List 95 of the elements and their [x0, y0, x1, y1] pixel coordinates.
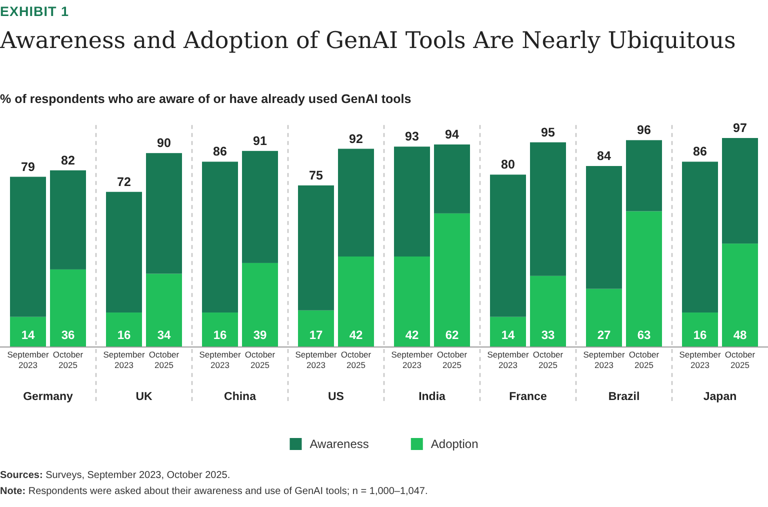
- total-label: 86: [213, 144, 227, 159]
- bar: [586, 166, 622, 289]
- total-label: 95: [541, 125, 555, 140]
- bar: [434, 213, 470, 347]
- bar: [586, 288, 622, 347]
- data-label: 42: [349, 328, 363, 342]
- bar: [490, 174, 526, 317]
- bar: [722, 244, 758, 347]
- bar: [202, 312, 238, 347]
- x-axis-title: US: [328, 391, 344, 403]
- total-label: 96: [637, 123, 651, 138]
- bar: [682, 162, 718, 313]
- data-label: 62: [445, 328, 459, 342]
- x-tick-label: September 2023: [103, 350, 145, 370]
- bar: [50, 170, 86, 270]
- total-label: 79: [21, 160, 35, 174]
- bar: [10, 176, 46, 317]
- bar: [298, 310, 334, 347]
- total-label: 90: [157, 136, 171, 150]
- x-tick-label: October 2025: [340, 350, 372, 370]
- data-label: 48: [733, 328, 747, 342]
- total-label: 80: [501, 158, 515, 172]
- data-label: 16: [117, 328, 131, 342]
- bar: [626, 140, 662, 212]
- total-label: 82: [61, 153, 75, 168]
- x-axis-title: Japan: [703, 391, 737, 403]
- bar: [146, 153, 182, 274]
- data-label: 17: [309, 328, 323, 342]
- bar: [394, 146, 430, 257]
- bar: [50, 269, 86, 347]
- total-label: 84: [597, 149, 611, 164]
- data-label: 33: [541, 328, 555, 342]
- bar: [242, 262, 278, 347]
- bar: [530, 142, 566, 276]
- x-tick-label: October 2025: [244, 350, 276, 370]
- data-label: 36: [61, 328, 75, 342]
- bar: [490, 316, 526, 347]
- x-tick-label: October 2025: [436, 350, 468, 370]
- bar: [106, 312, 142, 347]
- bar: [202, 162, 238, 313]
- bar: [682, 312, 718, 347]
- total-label: 92: [349, 132, 363, 146]
- total-label: 86: [693, 144, 707, 159]
- total-label: 94: [445, 127, 459, 142]
- total-label: 91: [253, 134, 267, 148]
- x-tick-label: October 2025: [148, 350, 180, 370]
- x-tick-label: September 2023: [199, 350, 241, 370]
- data-label: 16: [693, 328, 707, 342]
- x-axis-title: China: [224, 391, 257, 403]
- x-tick-label: September 2023: [487, 350, 529, 370]
- data-label: 34: [157, 328, 171, 342]
- bar: [722, 138, 758, 244]
- total-label: 93: [405, 130, 419, 144]
- text: Note: Respondents were asked about their awareness and use of GenAI tools; n = 1,000–1,047.: [0, 486, 428, 497]
- total-label: 72: [117, 174, 131, 189]
- bar: [10, 316, 46, 347]
- data-label: 14: [501, 328, 515, 342]
- total-label: 75: [309, 168, 323, 182]
- bar: [394, 256, 430, 347]
- data-label: 16: [213, 328, 227, 342]
- x-tick-label: September 2023: [295, 350, 337, 370]
- x-axis-title: France: [509, 391, 547, 403]
- bar: [106, 192, 142, 313]
- x-axis-title: India: [418, 391, 446, 403]
- text: Awareness and Adoption of GenAI Tools Are Nearly Ubiquitous: [0, 28, 736, 54]
- x-tick-label: September 2023: [679, 350, 721, 370]
- x-tick-label: October 2025: [628, 350, 660, 370]
- legend-label: Adoption: [430, 437, 478, 451]
- data-label: 14: [21, 328, 35, 342]
- data-label: 63: [637, 328, 651, 342]
- text: EXHIBIT 1: [0, 4, 70, 19]
- x-axis-title: Germany: [23, 391, 74, 403]
- text: % of respondents who are aware of or have already used GenAI tools: [0, 92, 412, 106]
- bar: [298, 185, 334, 310]
- total-label: 97: [733, 121, 747, 135]
- source-note: Sources: Surveys, September 2023, October 2025.: [0, 470, 230, 481]
- x-tick-label: October 2025: [52, 350, 84, 370]
- x-tick-label: September 2023: [391, 350, 433, 370]
- bar: [434, 144, 470, 214]
- bar: [146, 274, 182, 347]
- x-tick-label: October 2025: [532, 350, 564, 370]
- bar: [338, 148, 374, 257]
- x-tick-label: September 2023: [7, 350, 49, 370]
- x-tick-label: October 2025: [724, 350, 756, 370]
- bar: [338, 256, 374, 347]
- x-axis-title: Brazil: [608, 391, 640, 403]
- legend-label: Awareness: [310, 437, 369, 451]
- x-tick-label: September 2023: [583, 350, 625, 370]
- x-axis-title: UK: [136, 391, 153, 403]
- data-label: 42: [405, 328, 419, 342]
- data-label: 39: [253, 328, 267, 342]
- bar: [626, 211, 662, 347]
- bar: [530, 276, 566, 347]
- data-label: 27: [597, 328, 611, 342]
- bar: [242, 150, 278, 263]
